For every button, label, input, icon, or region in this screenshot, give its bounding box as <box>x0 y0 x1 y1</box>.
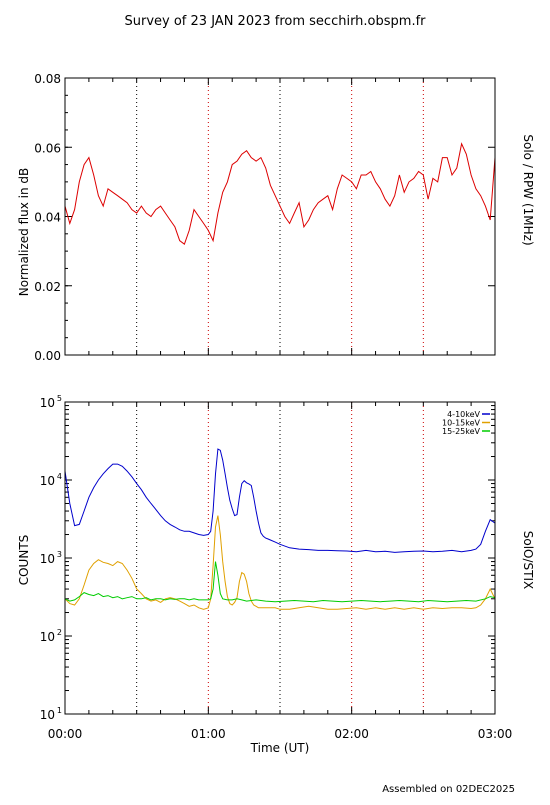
stix-ytick-label: 10 <box>40 630 55 644</box>
stix-plot-frame <box>64 401 496 715</box>
rpw-panel: Normalized flux in dB Solo / RPW (1MHz) … <box>17 72 535 363</box>
assembled-footer: Assembled on 02DEC2025 <box>382 784 515 795</box>
stix-series-line <box>64 448 496 553</box>
stix-series-line <box>64 515 496 610</box>
stix-ytick-exponent: 3 <box>57 550 62 559</box>
stix-xtick-label: 02:00 <box>334 727 369 741</box>
stix-panel: COUNTS SolO/STIX Time (UT) 10 110 210 310 41… <box>17 394 535 755</box>
stix-ytick-label: 10 <box>40 396 55 410</box>
rpw-series-line <box>64 142 496 246</box>
legend-label: 4-10keV <box>447 410 480 419</box>
legend-label: 10-15keV <box>442 419 481 428</box>
stix-ytick-label: 10 <box>40 708 55 722</box>
page-title: Survey of 23 JAN 2023 from secchirh.obsp… <box>125 14 427 29</box>
rpw-ytick-label: 0.04 <box>34 211 61 225</box>
rpw-plot-frame <box>64 77 496 356</box>
rpw-ytick-label: 0.08 <box>34 72 61 86</box>
stix-ytick-exponent: 1 <box>57 706 62 715</box>
stix-right-label: SolO/STIX <box>521 531 535 590</box>
stix-ytick-exponent: 5 <box>57 394 62 403</box>
stix-series-line <box>64 561 496 603</box>
rpw-ylabel: Normalized flux in dB <box>17 168 31 297</box>
rpw-ytick-label: 0.02 <box>34 280 61 294</box>
stix-xlabel: Time (UT) <box>250 741 310 755</box>
stix-xtick-label: 00:00 <box>48 727 83 741</box>
rpw-ytick-label: 0.06 <box>34 141 61 155</box>
stix-ytick-label: 10 <box>40 474 55 488</box>
legend-label: 15-25keV <box>442 427 481 436</box>
stix-ytick-label: 10 <box>40 552 55 566</box>
stix-xtick-label: 03:00 <box>478 727 513 741</box>
rpw-ytick-label: 0.00 <box>34 349 61 363</box>
stix-ylabel: COUNTS <box>17 535 31 586</box>
rpw-right-label: Solo / RPW (1MHz) <box>521 134 535 245</box>
stix-ytick-exponent: 4 <box>57 472 62 481</box>
stix-ytick-exponent: 2 <box>57 628 62 637</box>
stix-xtick-label: 01:00 <box>191 727 226 741</box>
